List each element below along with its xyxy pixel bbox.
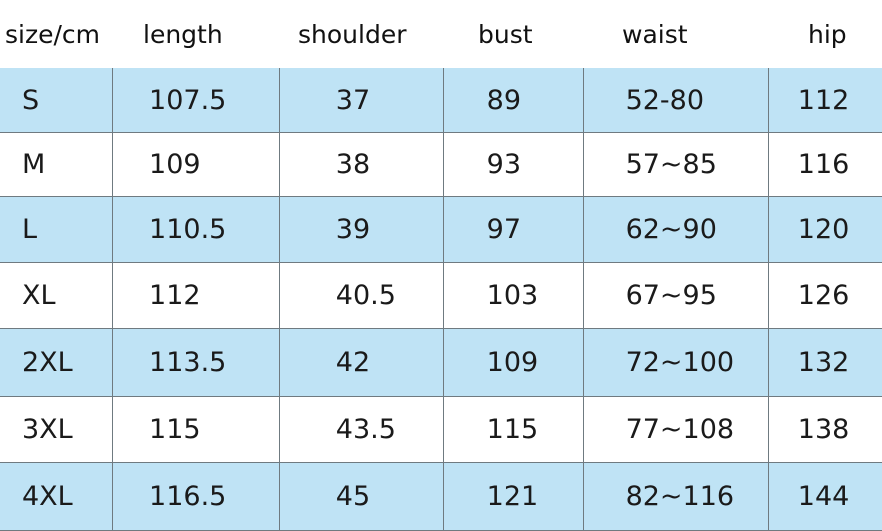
header-shoulder: shoulder (298, 20, 407, 49)
table-cell: 113.5 (112, 328, 280, 397)
cell-value: 37 (335, 84, 371, 116)
header-hip: hip (808, 20, 847, 49)
table-cell: 107.5 (112, 68, 280, 133)
table-row: M 109 38 93 57~85 116 (0, 132, 882, 197)
table-cell: 110.5 (112, 196, 280, 263)
cell-value: 132 (797, 347, 850, 378)
cell-value: 39 (335, 214, 371, 245)
cell-value: 116.5 (149, 481, 227, 512)
cell-value: 45 (335, 481, 371, 512)
table-cell: 93 (442, 132, 584, 197)
table-cell: 144 (767, 462, 882, 531)
cell-value: 120 (797, 214, 850, 245)
table-cell: 4XL (0, 462, 114, 531)
cell-value: 38 (335, 149, 371, 180)
header-length: length (143, 20, 223, 49)
cell-value: 112 (149, 280, 201, 311)
table-cell: 57~85 (582, 132, 769, 197)
cell-value: L (22, 214, 38, 245)
cell-value: 43.5 (335, 414, 396, 445)
cell-value: 144 (797, 481, 850, 512)
table-cell: 52-80 (582, 68, 769, 133)
table-cell: 82~116 (582, 462, 769, 531)
header-size: size/cm (5, 20, 100, 49)
cell-value: XL (22, 280, 56, 311)
table-cell: 132 (767, 328, 882, 397)
cell-value: 115 (486, 414, 539, 445)
table-cell: 39 (278, 196, 444, 263)
table-cell: 89 (442, 68, 584, 133)
table-cell: 2XL (0, 328, 114, 397)
table-cell: 67~95 (582, 262, 769, 329)
table-row: 3XL 115 43.5 115 77~108 138 (0, 396, 882, 463)
table-cell: 40.5 (278, 262, 444, 329)
table-cell: 115 (442, 396, 584, 463)
table-cell: 45 (278, 462, 444, 531)
size-table: S 107.5 37 89 52-80 112 M 109 38 93 57~85 116 L 110.5… (0, 68, 882, 531)
table-cell: 43.5 (278, 396, 444, 463)
table-cell: 72~100 (582, 328, 769, 397)
table-cell: 62~90 (582, 196, 769, 263)
table-cell: S (0, 68, 114, 133)
table-row: XL 112 40.5 103 67~95 126 (0, 262, 882, 329)
table-cell: 126 (767, 262, 882, 329)
cell-value: 126 (797, 280, 850, 311)
cell-value: 77~108 (625, 414, 735, 445)
cell-value: 52-80 (625, 84, 705, 116)
cell-value: 109 (486, 347, 539, 378)
table-cell: L (0, 196, 114, 263)
table-cell: M (0, 132, 114, 197)
cell-value: 109 (149, 149, 201, 180)
cell-value: 72~100 (625, 347, 735, 378)
cell-value: 42 (335, 347, 371, 378)
cell-value: 57~85 (625, 149, 717, 180)
table-cell: XL (0, 262, 114, 329)
cell-value: 103 (486, 280, 539, 311)
table-cell: 103 (442, 262, 584, 329)
cell-value: 113.5 (149, 347, 227, 378)
cell-value: 3XL (22, 414, 73, 445)
table-cell: 37 (278, 68, 444, 133)
table-cell: 138 (767, 396, 882, 463)
cell-value: 116 (797, 149, 850, 180)
cell-value: 115 (149, 414, 201, 445)
table-cell: 112 (112, 262, 280, 329)
table-cell: 109 (442, 328, 584, 397)
cell-value: 107.5 (149, 84, 227, 116)
cell-value: 40.5 (335, 280, 396, 311)
table-cell: 112 (767, 68, 882, 133)
table-cell: 115 (112, 396, 280, 463)
cell-value: 112 (797, 84, 850, 116)
cell-value: 110.5 (149, 214, 227, 245)
header-waist: waist (622, 20, 688, 49)
cell-value: 62~90 (625, 214, 717, 245)
table-cell: 116 (767, 132, 882, 197)
table-row: S 107.5 37 89 52-80 112 (0, 68, 882, 133)
cell-value: 89 (486, 84, 522, 116)
table-cell: 3XL (0, 396, 114, 463)
cell-value: 82~116 (625, 481, 735, 512)
table-cell: 116.5 (112, 462, 280, 531)
table-cell: 120 (767, 196, 882, 263)
table-cell: 109 (112, 132, 280, 197)
cell-value: 4XL (22, 481, 73, 512)
table-row: 4XL 116.5 45 121 82~116 144 (0, 462, 882, 531)
cell-value: 121 (486, 481, 539, 512)
cell-value: 67~95 (625, 280, 717, 311)
cell-value: M (22, 149, 46, 180)
table-cell: 121 (442, 462, 584, 531)
cell-value: 138 (797, 414, 850, 445)
table-cell: 97 (442, 196, 584, 263)
table-row: L 110.5 39 97 62~90 120 (0, 196, 882, 263)
cell-value: S (22, 84, 40, 116)
table-cell: 38 (278, 132, 444, 197)
table-cell: 77~108 (582, 396, 769, 463)
cell-value: 93 (486, 149, 522, 180)
table-row: 2XL 113.5 42 109 72~100 132 (0, 328, 882, 397)
table-cell: 42 (278, 328, 444, 397)
cell-value: 97 (486, 214, 522, 245)
cell-value: 2XL (22, 347, 73, 378)
header-bust: bust (478, 20, 533, 49)
